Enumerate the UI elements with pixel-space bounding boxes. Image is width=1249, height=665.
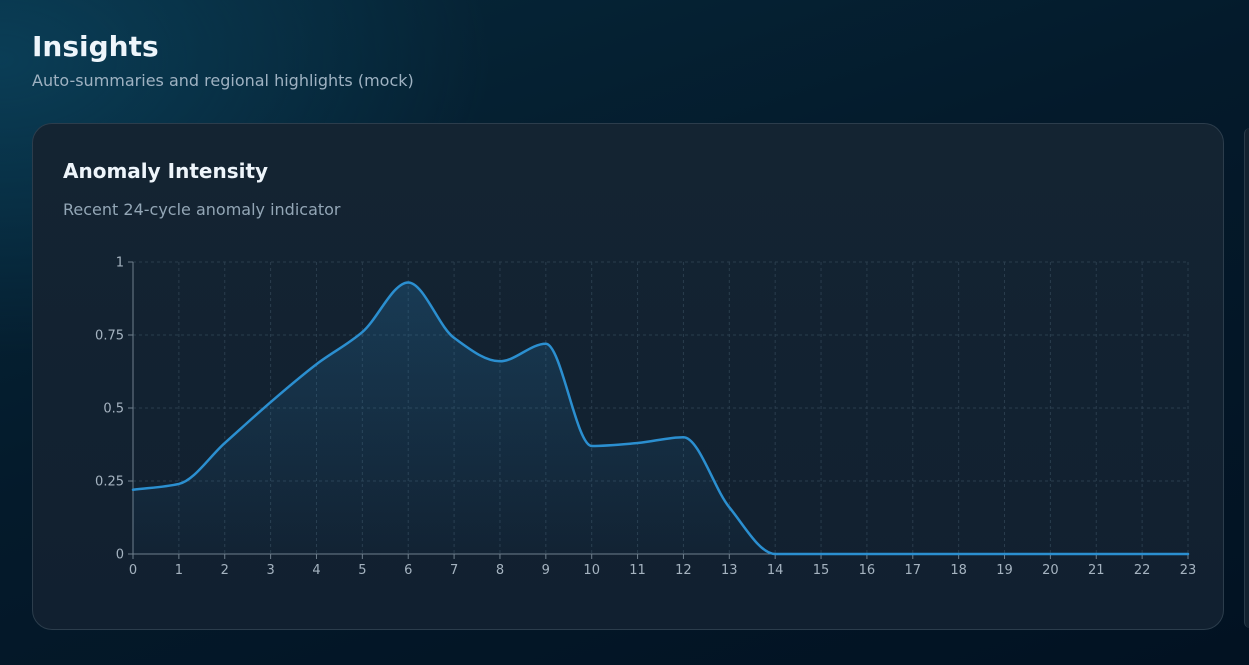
x-tick-label-11: 11 [629,563,646,578]
anomaly-intensity-card: Anomaly Intensity Recent 24-cycle anomal… [32,123,1224,630]
x-tick-label-18: 18 [950,563,967,578]
x-tick-label-10: 10 [583,563,600,578]
x-tick-label-17: 17 [905,563,922,578]
y-tick-label-0: 0 [116,548,124,563]
x-tick-label-1: 1 [175,563,183,578]
x-tick-label-0: 0 [129,563,137,578]
x-tick-label-21: 21 [1088,563,1105,578]
x-tick-label-7: 7 [450,563,458,578]
card-title: Anomaly Intensity [63,159,269,183]
x-tick-label-20: 20 [1042,563,1059,578]
chart-tick-labels: 0 1 2 3 4 5 6 7 8 9 10 11 12 13 14 15 16 17 18 19 20 21 22 2300… [95,256,1196,579]
chart-area [133,282,1188,554]
card-subtitle: Recent 24-cycle anomaly indicator [63,200,341,219]
series-area-fill [133,282,1188,554]
x-tick-label-9: 9 [542,563,550,578]
anomaly-intensity-chart: 0 1 2 3 4 5 6 7 8 9 10 11 12 13 14 15 16 17 18 19 20 21 22 2300… [95,256,1196,579]
next-card-edge [1244,128,1249,628]
series-line [131,281,1190,556]
y-tick-label-3: 0.75 [95,329,124,344]
x-tick-label-16: 16 [859,563,876,578]
page-subtitle: Auto-summaries and regional highlights (… [32,71,414,90]
x-tick-label-8: 8 [496,563,504,578]
x-tick-label-4: 4 [312,563,320,578]
x-tick-label-12: 12 [675,563,692,578]
page-title: Insights [32,30,159,63]
y-tick-label-1: 0.25 [95,475,124,490]
x-tick-label-5: 5 [358,563,366,578]
x-tick-label-19: 19 [996,563,1013,578]
x-tick-label-15: 15 [813,563,830,578]
x-tick-label-14: 14 [767,563,784,578]
y-tick-label-4: 1 [116,256,124,271]
x-tick-label-3: 3 [266,563,274,578]
x-tick-label-6: 6 [404,563,412,578]
y-tick-label-2: 0.5 [103,402,124,417]
x-tick-label-2: 2 [221,563,229,578]
chart-line [131,281,1190,556]
x-tick-label-23: 23 [1180,563,1197,578]
x-tick-label-22: 22 [1134,563,1151,578]
x-tick-label-13: 13 [721,563,738,578]
